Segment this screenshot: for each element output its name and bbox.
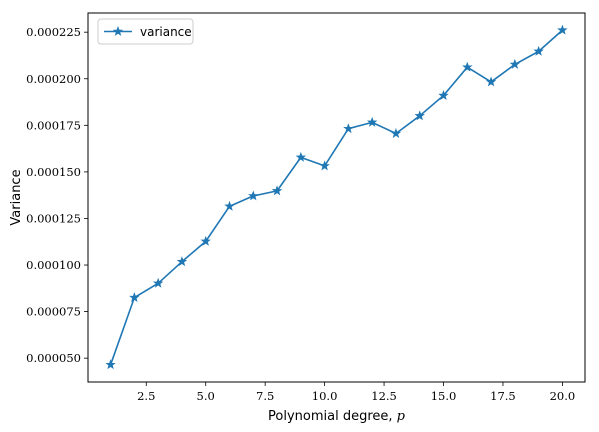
data-point bbox=[438, 90, 449, 100]
y-tick-label: 0.000200 bbox=[26, 72, 81, 86]
x-tick-label: 17.5 bbox=[490, 389, 516, 403]
y-tick-label: 0.000075 bbox=[26, 305, 81, 319]
x-tick-label: 5.0 bbox=[197, 389, 215, 403]
x-tick-label: 20.0 bbox=[550, 389, 576, 403]
y-tick-label: 0.000050 bbox=[26, 351, 81, 365]
x-tick-label: 15.0 bbox=[431, 389, 457, 403]
x-tick-label: 2.5 bbox=[137, 389, 155, 403]
data-point bbox=[319, 160, 330, 171]
y-tick-label: 0.000225 bbox=[26, 25, 81, 39]
x-axis: 2.5 5.0 7.5 10.0 12.5 15.0 17.5 20.0 bbox=[137, 382, 575, 403]
legend-box bbox=[97, 18, 194, 45]
y-axis: 0.000050 0.000075 0.000100 0.000125 0.000150… bbox=[26, 25, 88, 365]
data-point bbox=[485, 76, 497, 87]
y-axis-label: Variance bbox=[9, 169, 24, 225]
legend-label: variance bbox=[140, 25, 192, 39]
x-tick-label: 10.0 bbox=[312, 389, 338, 403]
x-tick-label: 12.5 bbox=[371, 389, 397, 403]
data-point bbox=[129, 292, 140, 303]
data-point bbox=[152, 277, 164, 288]
axes-frame bbox=[87, 12, 586, 383]
data-point bbox=[414, 110, 425, 121]
data-point bbox=[248, 190, 259, 201]
y-tick-label: 0.000125 bbox=[26, 211, 81, 225]
x-axis-label-variable: p bbox=[397, 409, 406, 424]
y-tick-label: 0.000175 bbox=[26, 118, 81, 132]
data-point bbox=[533, 45, 544, 56]
data-point bbox=[176, 256, 188, 267]
data-point bbox=[271, 185, 283, 196]
legend-marker bbox=[112, 26, 124, 36]
x-tick-label: 7.5 bbox=[256, 389, 274, 403]
data-point bbox=[390, 128, 402, 138]
data-point bbox=[343, 123, 354, 134]
data-point bbox=[105, 359, 116, 370]
data-point bbox=[295, 151, 307, 162]
data-point bbox=[366, 116, 378, 127]
y-tick-label: 0.000150 bbox=[26, 165, 81, 179]
x-axis-label: Polynomial degree, p bbox=[268, 409, 406, 424]
series-line-variance bbox=[109, 29, 563, 365]
data-point bbox=[557, 24, 568, 35]
plot-area bbox=[105, 24, 568, 370]
x-axis-label-text: Polynomial degree, bbox=[268, 409, 397, 424]
data-point bbox=[509, 58, 521, 69]
legend: variance bbox=[97, 18, 194, 45]
data-point bbox=[200, 235, 211, 246]
y-tick-label: 0.000100 bbox=[26, 258, 81, 272]
data-point bbox=[224, 200, 235, 211]
data-point bbox=[462, 61, 473, 72]
